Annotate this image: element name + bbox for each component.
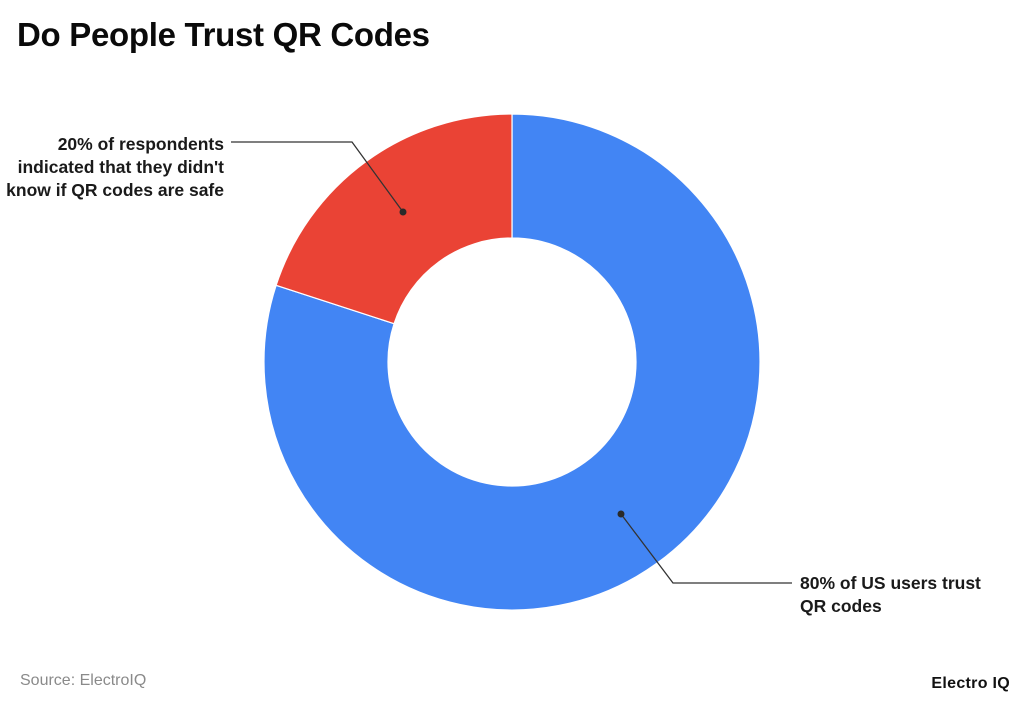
brand-logo: Electro IQ (931, 675, 1010, 692)
source-note: Source: ElectroIQ (20, 672, 147, 689)
annotation-unsure: 20% of respondents indicated that they d… (6, 134, 224, 200)
leader-dot-right (617, 510, 625, 518)
slice-trust (263, 113, 761, 611)
chart-title: Do People Trust QR Codes (17, 16, 430, 53)
annotation-trust: 80% of US users trust QR codes (800, 573, 981, 616)
leader-line-right (620, 513, 792, 584)
slice-unsure (275, 113, 513, 325)
leader-line-left (231, 141, 404, 213)
leader-dot-left (399, 208, 407, 216)
